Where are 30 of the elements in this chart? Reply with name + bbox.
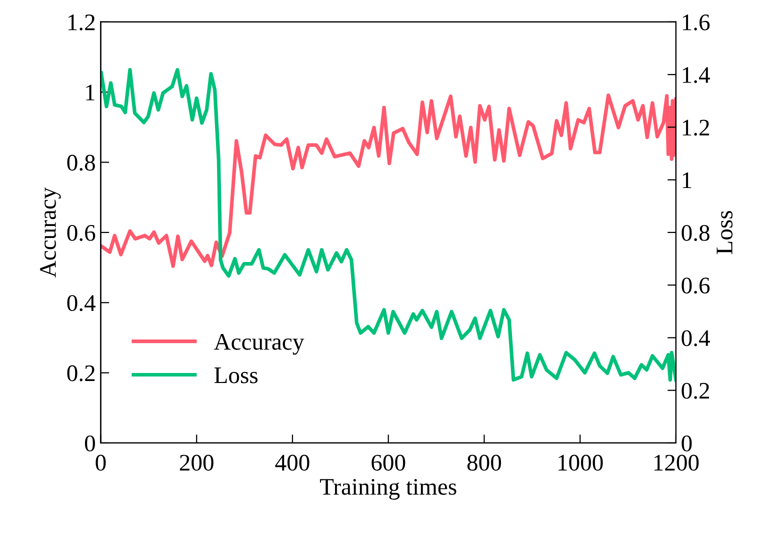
y2-tick-label: 1 xyxy=(682,172,692,188)
y2-tick-label: 1.4 xyxy=(682,67,710,84)
y2-tick-label: 0.6 xyxy=(682,278,710,294)
y-tick-label: 0.8 xyxy=(67,154,95,171)
line-series xyxy=(100,68,676,382)
y2-tick-label: 0.2 xyxy=(682,382,710,399)
line-series xyxy=(100,93,676,268)
y-axis-title: Accuracy xyxy=(40,187,61,278)
x-axis-title: Training times xyxy=(320,478,456,500)
y2-axis-title: Loss xyxy=(716,211,732,254)
legend-label: Loss xyxy=(214,368,258,384)
y2-tick-label: 0.8 xyxy=(682,224,710,241)
x-tick-label: 0 xyxy=(96,454,106,471)
legend-label: Accuracy xyxy=(214,334,304,355)
y-tick-label: 1 xyxy=(86,84,94,100)
y2-tick-label: 1.2 xyxy=(682,120,710,136)
x-tick-label: 1000 xyxy=(558,454,603,471)
y-tick-label: 0.4 xyxy=(67,295,96,312)
x-tick-label: 1200 xyxy=(654,454,699,471)
y-tick-label: 0.2 xyxy=(67,365,95,382)
y-tick-label: 0 xyxy=(84,435,95,452)
x-tick-label: 400 xyxy=(275,454,310,471)
y2-tick-label: 1.6 xyxy=(682,14,710,30)
y-tick-label: 1.2 xyxy=(68,14,95,30)
x-tick-label: 600 xyxy=(372,454,406,471)
y2-tick-label: 0 xyxy=(682,435,692,452)
y-tick-label: 0.6 xyxy=(67,224,96,241)
x-tick-label: 800 xyxy=(467,454,502,471)
x-tick-label: 200 xyxy=(180,454,214,471)
y2-tick-label: 0.4 xyxy=(682,330,710,346)
